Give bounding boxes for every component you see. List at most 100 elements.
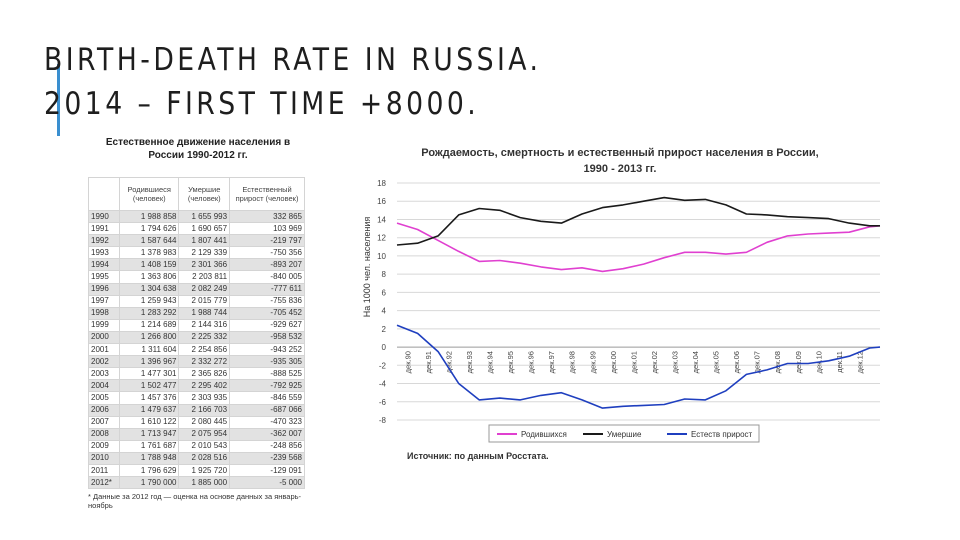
table-cell-increase: 332 865 (229, 209, 305, 224)
x-tick-label: дек.90 (403, 351, 412, 373)
table-cell-births: 1 988 858 (118, 209, 180, 224)
table-cell-year: 1993 (88, 246, 120, 260)
table-cell-deaths: 1 655 993 (178, 209, 231, 224)
legend-box (488, 424, 760, 443)
legend-label: Родившихся (521, 430, 567, 439)
x-tick-label: дек.98 (568, 351, 577, 373)
table-cell-births: 1 796 629 (118, 463, 180, 478)
table-cell-increase: -705 452 (229, 306, 305, 320)
table-cell-births: 1 610 122 (118, 415, 180, 429)
chart-title-line-1: Рождаемость, смертность и естественный п… (421, 147, 819, 159)
x-tick-label: дек.91 (424, 351, 433, 373)
table-row: 2000 1 266 800 2 225 332 -958 532 (88, 330, 305, 345)
table-cell-increase: -470 323 (229, 415, 305, 429)
header-deaths: Умершие (человек) (178, 177, 231, 211)
table-row: 1993 1 378 983 2 129 339 -750 356 (88, 246, 305, 260)
slide-title: BIRTH-DEATH RATE IN RUSSIA. 2014 – FIRST… (44, 38, 541, 126)
table-cell-births: 1 259 943 (118, 294, 180, 308)
table-cell-births: 1 457 376 (118, 391, 180, 405)
legend-label: Умершие (607, 430, 642, 439)
table-row: 1991 1 794 626 1 690 657 103 969 (88, 222, 305, 236)
series-line-2 (396, 196, 880, 246)
table-cell-deaths: 2 295 402 (178, 379, 231, 393)
chart-gridlines (397, 182, 880, 421)
table-cell-year: 2011 (88, 463, 120, 478)
y-tick-label: 4 (382, 307, 387, 316)
chart-series-lines (396, 196, 881, 409)
table-cell-deaths: 2 166 703 (178, 403, 231, 417)
population-table: Родившиеся (человек) Умершие (человек) Е… (88, 177, 305, 490)
table-cell-deaths: 2 225 332 (178, 330, 231, 345)
table-row: 2005 1 457 376 2 303 935 -846 559 (88, 391, 305, 405)
table-cell-increase: -777 611 (229, 282, 305, 296)
table-row: 2004 1 502 477 2 295 402 -792 925 (88, 379, 305, 393)
table-cell-year: 2003 (88, 367, 120, 381)
x-tick-label: дек.97 (547, 351, 556, 373)
table-row: 2007 1 610 122 2 080 445 -470 323 (88, 415, 305, 429)
table-cell-births: 1 713 947 (118, 427, 180, 441)
table-cell-deaths: 2 332 272 (178, 355, 231, 369)
title-accent-bar (57, 64, 60, 136)
table-cell-increase: -840 005 (229, 270, 305, 284)
table-cell-increase: -929 627 (229, 318, 305, 332)
table-cell-increase: -219 797 (229, 234, 305, 248)
table-cell-year: 1991 (88, 222, 120, 236)
slide-title-line-1: BIRTH-DEATH RATE IN RUSSIA. (44, 42, 542, 78)
y-axis-ticks: 18 16 14 12 10 8 6 4 2 0 -2 -4 -6 -8 (377, 179, 386, 425)
table-cell-increase: -755 836 (229, 294, 305, 308)
header-births: Родившиеся (человек) (118, 177, 180, 211)
table-row: 1999 1 214 689 2 144 316 -929 627 (88, 318, 305, 332)
x-tick-label: дек.93 (465, 351, 474, 373)
table-title-line-1: Естественное движение населения в (105, 137, 291, 148)
table-cell-births: 1 479 637 (118, 403, 180, 417)
x-tick-label: дек.05 (712, 351, 721, 373)
y-axis-label: На 1000 чел. населения (362, 217, 372, 318)
x-tick-label: дек.95 (506, 351, 515, 373)
table-cell-year: 1994 (88, 258, 120, 272)
table-row: 1996 1 304 638 2 082 249 -777 611 (88, 282, 305, 296)
chart-source: Источник: по данным Росстата. (407, 451, 549, 461)
table-cell-increase: -248 856 (229, 439, 305, 453)
x-tick-label: дек.12 (855, 351, 864, 373)
table-cell-deaths: 1 925 720 (178, 463, 231, 478)
table-row: 2011 1 796 629 1 925 720 -129 091 (88, 463, 305, 478)
table-cell-deaths: 2 015 779 (178, 294, 231, 308)
table-row: 2008 1 713 947 2 075 954 -362 007 (88, 427, 305, 441)
table-cell-deaths: 2 080 445 (178, 415, 231, 429)
x-tick-label: дек.08 (773, 351, 782, 373)
table-cell-deaths: 2 301 366 (178, 258, 231, 272)
table-cell-year: 1990 (88, 209, 120, 224)
y-tick-label: 16 (377, 197, 386, 206)
y-tick-label: 12 (377, 234, 386, 243)
table-cell-births: 1 266 800 (118, 330, 180, 345)
table-row: 1990 1 988 858 1 655 993 332 865 (88, 209, 305, 224)
y-tick-label: -2 (379, 361, 387, 370)
table-cell-births: 1 304 638 (118, 282, 180, 296)
table-row: 1995 1 363 806 2 203 811 -840 005 (88, 270, 305, 284)
y-tick-label: 10 (377, 252, 386, 261)
table-cell-year: 2010 (88, 451, 120, 465)
table-cell-increase: -239 568 (229, 451, 305, 465)
table-cell-deaths: 2 365 826 (178, 367, 231, 381)
table-cell-increase: -792 925 (229, 379, 305, 393)
table-cell-births: 1 214 689 (118, 318, 180, 332)
table-cell-increase: -362 007 (229, 427, 305, 441)
table-cell-year: 2009 (88, 439, 120, 453)
table-cell-year: 2001 (88, 343, 120, 357)
table-cell-increase: -943 252 (229, 343, 305, 357)
x-tick-label: дек.94 (485, 351, 494, 373)
table-cell-increase: -846 559 (229, 391, 305, 405)
table-row: 2010 1 788 948 2 028 516 -239 568 (88, 451, 305, 465)
table-cell-births: 1 761 687 (118, 439, 180, 453)
x-tick-label: дек.00 (609, 351, 618, 373)
table-cell-deaths: 1 807 441 (178, 234, 231, 248)
table-cell-births: 1 283 292 (118, 306, 180, 320)
series-line-1 (396, 222, 881, 273)
y-tick-label: 18 (377, 179, 386, 188)
table-cell-increase: -129 091 (229, 463, 305, 478)
table-cell-deaths: 2 010 543 (178, 439, 231, 453)
table-cell-year: 1996 (88, 282, 120, 296)
header-natural-increase: Естественный прирост (человек) (229, 177, 305, 211)
table-cell-births: 1 378 983 (118, 246, 180, 260)
x-tick-label: дек.99 (588, 351, 597, 373)
